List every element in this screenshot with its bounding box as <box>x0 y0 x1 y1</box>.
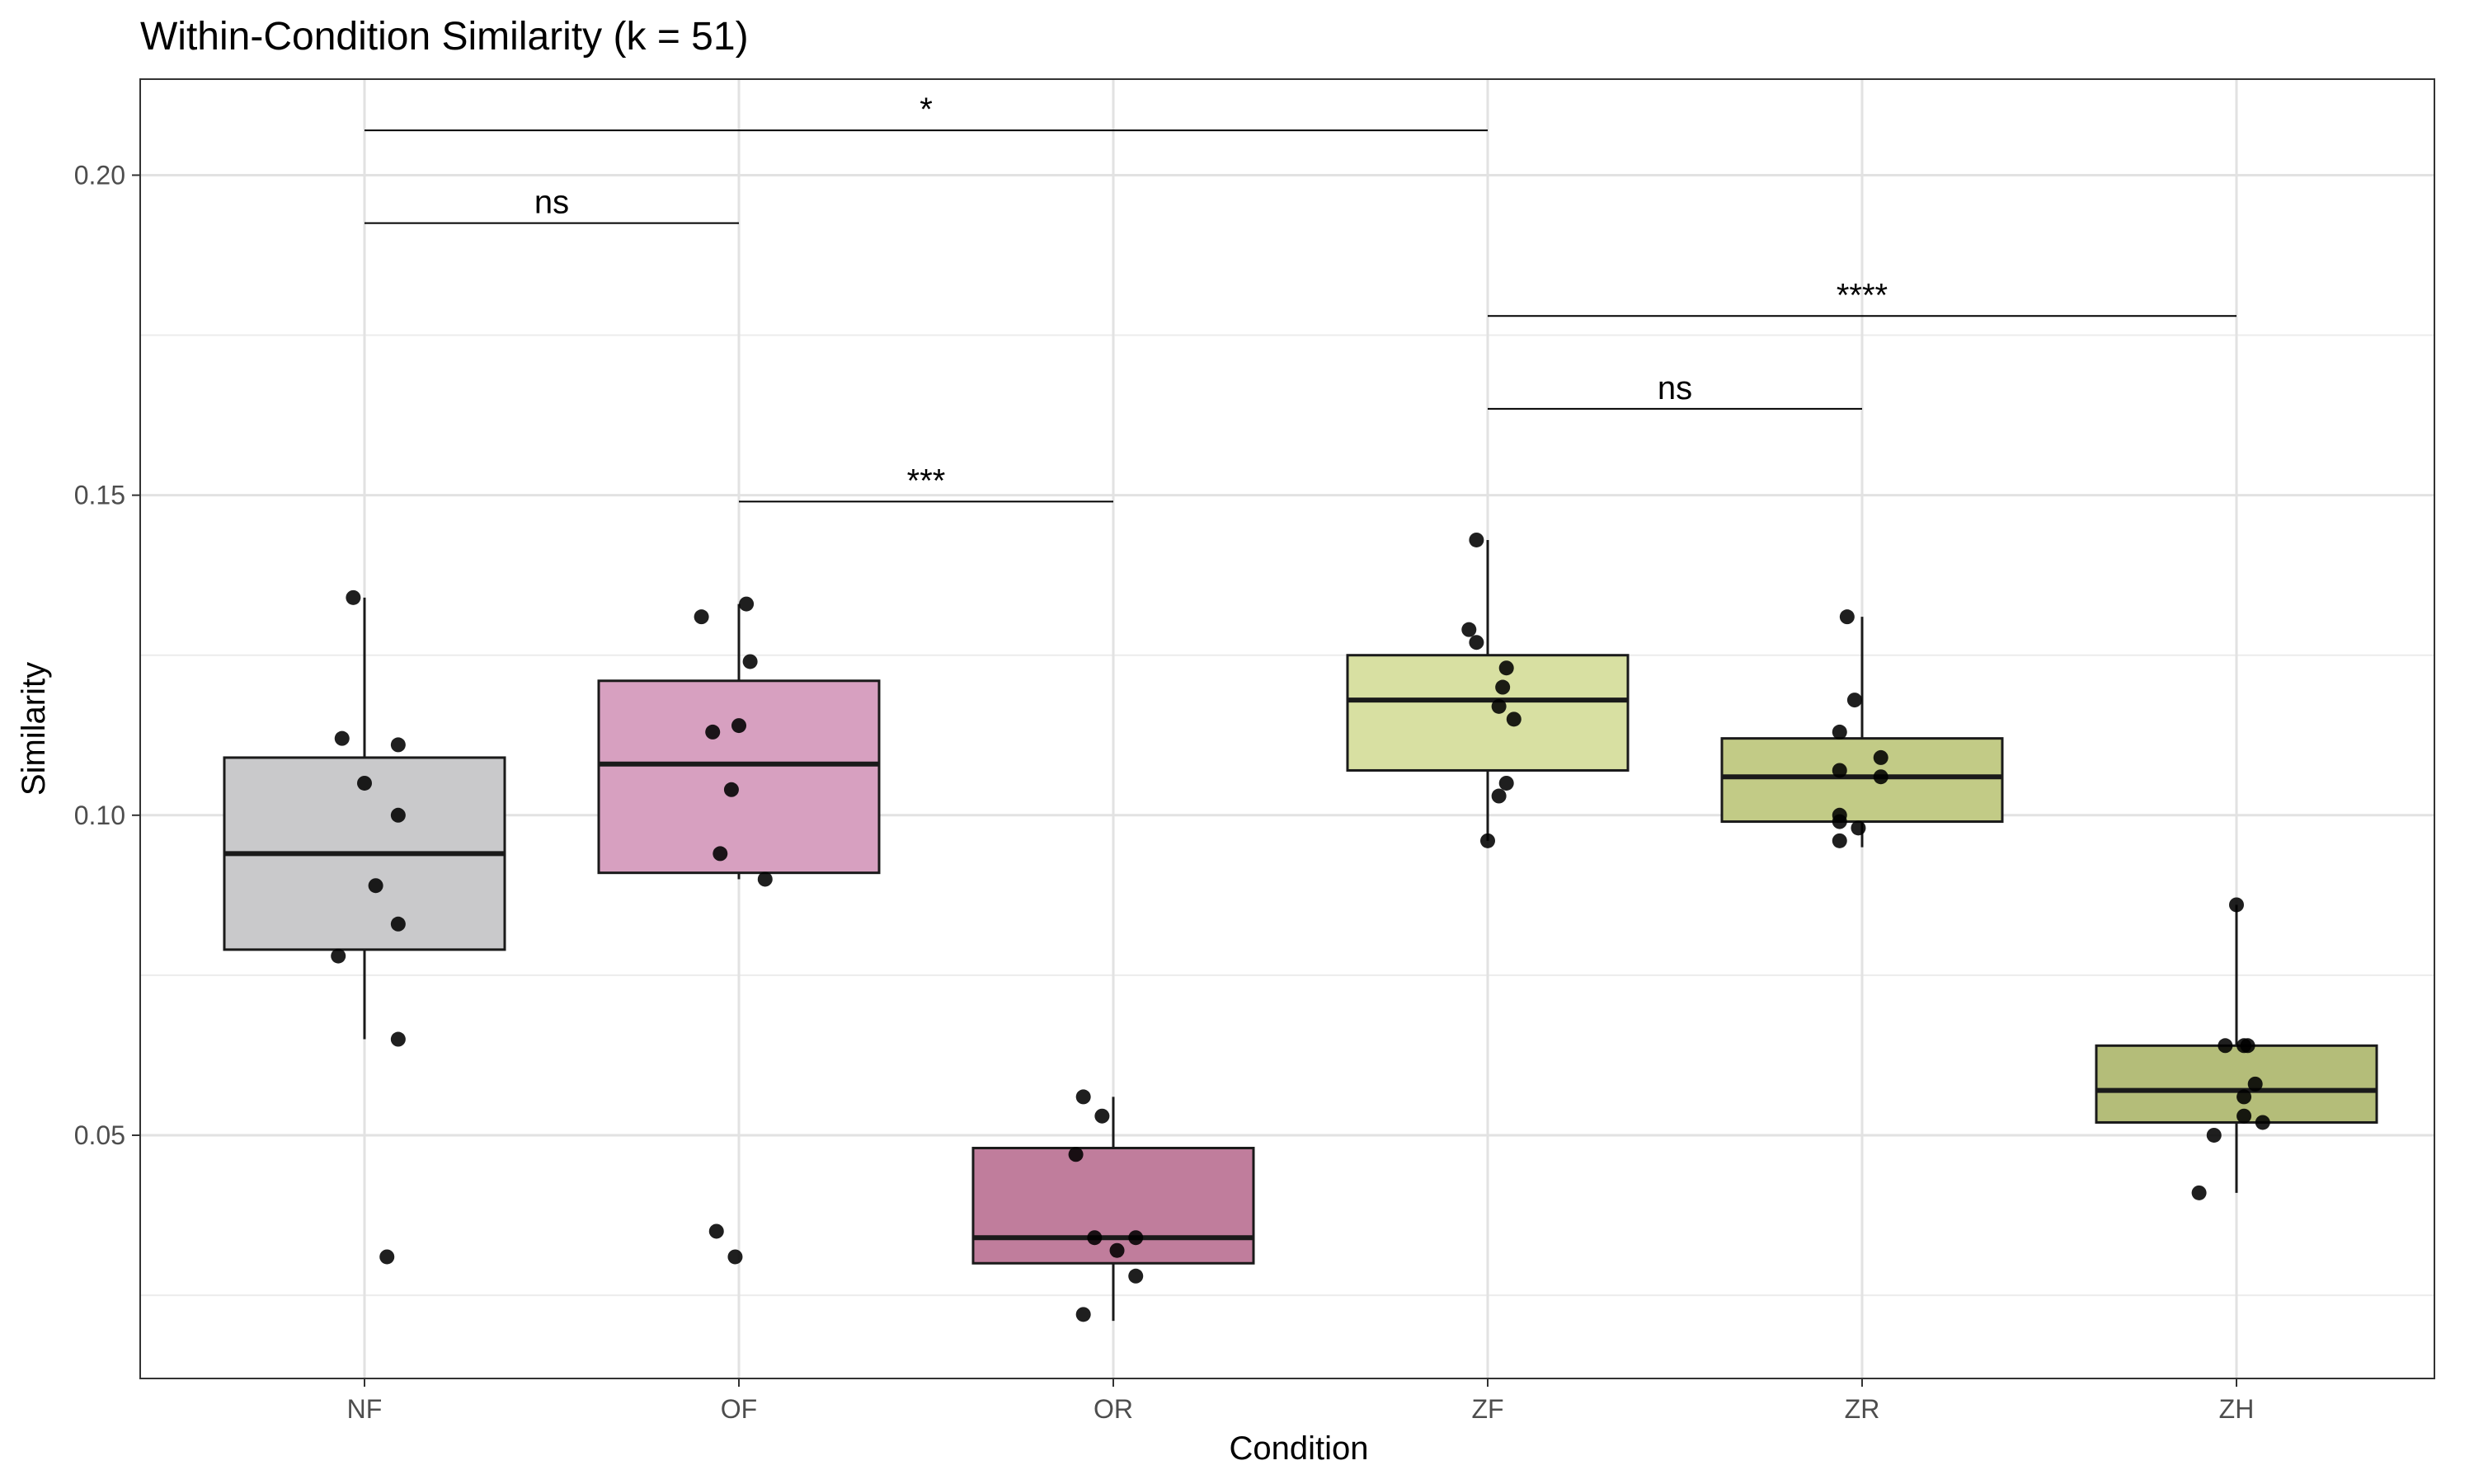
chart-title: Within-Condition Similarity (k = 51) <box>140 15 749 59</box>
data-point <box>391 917 406 932</box>
x-tick-label: OF <box>721 1394 757 1424</box>
data-point <box>731 718 746 733</box>
data-point <box>331 949 346 964</box>
data-point <box>369 878 383 893</box>
data-point <box>1492 699 1507 714</box>
x-tick-label: ZH <box>2219 1394 2255 1424</box>
data-point <box>705 725 720 740</box>
data-point <box>1851 820 1865 835</box>
data-point <box>1832 763 1847 777</box>
significance-label: * <box>920 92 933 128</box>
data-point <box>1874 750 1888 765</box>
y-tick-label: 0.20 <box>74 160 125 190</box>
data-point <box>1461 622 1476 637</box>
data-point <box>694 609 709 624</box>
data-point <box>1832 815 1847 829</box>
data-point <box>2236 1089 2251 1104</box>
data-point <box>724 782 739 797</box>
significance-label: ns <box>534 185 569 221</box>
data-point <box>2236 1109 2251 1124</box>
data-point <box>713 846 727 861</box>
data-point <box>1847 693 1862 707</box>
data-point <box>2255 1115 2270 1129</box>
data-point <box>391 737 406 752</box>
data-point <box>1507 711 1522 726</box>
data-point <box>1832 725 1847 740</box>
box-OF <box>599 681 879 873</box>
data-point <box>379 1249 394 1264</box>
x-tick-label: ZF <box>1471 1394 1503 1424</box>
data-point <box>1832 834 1847 848</box>
data-point <box>1492 789 1507 804</box>
data-point <box>1069 1147 1084 1162</box>
data-point <box>1469 533 1484 547</box>
data-point <box>1076 1307 1091 1322</box>
x-axis-title: Condition <box>1229 1430 1368 1467</box>
data-point <box>2218 1038 2232 1053</box>
data-point <box>1874 769 1888 784</box>
data-point <box>391 808 406 823</box>
y-tick-label: 0.05 <box>74 1120 125 1150</box>
box-ZF <box>1348 655 1628 771</box>
data-point <box>1495 680 1510 695</box>
data-point <box>1128 1269 1143 1284</box>
data-point <box>346 590 360 605</box>
data-point <box>1110 1243 1125 1258</box>
x-tick-label: NF <box>347 1394 383 1424</box>
data-point <box>1499 776 1514 791</box>
x-tick-label: ZR <box>1845 1394 1880 1424</box>
data-point <box>743 654 758 669</box>
data-point <box>1087 1230 1102 1245</box>
data-point <box>709 1223 724 1238</box>
data-point <box>1076 1089 1091 1104</box>
data-point <box>2229 897 2244 912</box>
data-point <box>1499 660 1514 675</box>
data-point <box>1480 834 1495 848</box>
data-point <box>2248 1077 2263 1092</box>
significance-label: ns <box>1658 370 1692 406</box>
data-point <box>1094 1109 1109 1124</box>
x-tick-label: OR <box>1094 1394 1133 1424</box>
y-tick-label: 0.15 <box>74 481 125 510</box>
data-point <box>758 871 773 886</box>
data-point <box>2192 1186 2207 1200</box>
y-axis-title: Similarity <box>16 662 52 796</box>
data-point <box>727 1249 742 1264</box>
data-point <box>1128 1230 1143 1245</box>
box-ZR <box>1722 739 2002 822</box>
y-tick-label: 0.10 <box>74 801 125 830</box>
data-point <box>2241 1038 2255 1053</box>
significance-label: *** <box>907 463 946 499</box>
data-point <box>1840 609 1855 624</box>
data-point <box>2207 1128 2222 1143</box>
data-point <box>335 731 350 746</box>
data-point <box>1469 635 1484 650</box>
data-point <box>739 597 754 612</box>
significance-label: **** <box>1837 277 1888 313</box>
data-point <box>391 1032 406 1047</box>
data-point <box>357 776 372 791</box>
box-ZH <box>2096 1045 2377 1122</box>
